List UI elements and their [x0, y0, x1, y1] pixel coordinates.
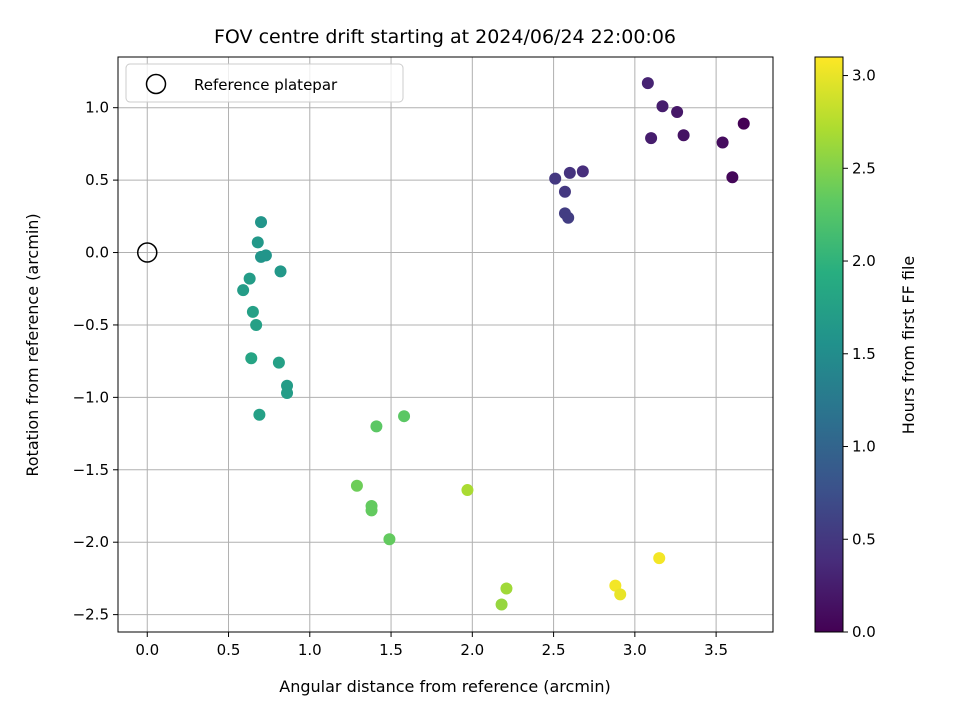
grid [118, 57, 773, 632]
legend-box [125, 63, 404, 103]
data-point [245, 352, 258, 365]
data-point [255, 216, 268, 229]
data-point [251, 236, 264, 249]
colorbar-ticks: 0.0 0.5 1.0 1.5 2.0 2.5 3.0 [843, 67, 876, 641]
x-tick-label: 3.0 [623, 641, 647, 659]
y-tick-label: −2.0 [73, 533, 109, 551]
data-point [243, 272, 256, 285]
legend: Reference platepar [125, 63, 404, 103]
y-tick-label: −0.5 [73, 316, 109, 334]
data-point [365, 504, 378, 517]
colorbar-tick-label: 0.0 [852, 623, 876, 641]
data-point [656, 100, 669, 113]
data-point [461, 484, 474, 497]
data-point [259, 249, 272, 262]
reference-platepar-marker [137, 242, 158, 263]
data-point [645, 132, 658, 145]
x-tick-label: 1.5 [379, 641, 403, 659]
data-point [250, 318, 263, 331]
x-tick-label: 3.5 [704, 641, 728, 659]
data-point [495, 598, 508, 611]
plot-frame [117, 56, 774, 633]
data-point [614, 588, 627, 601]
data-point [383, 533, 396, 546]
x-tick-label: 2.0 [460, 641, 484, 659]
x-tick-label: 1.0 [298, 641, 322, 659]
data-point [562, 211, 575, 224]
colorbar-gradient [815, 57, 843, 632]
y-axis-label: Rotation from reference (arcmin) [23, 213, 42, 476]
colorbar-tick-label: 1.5 [852, 345, 876, 363]
data-point [737, 117, 750, 130]
x-tick-label: 2.5 [542, 641, 566, 659]
y-tick-label: 0.5 [85, 171, 109, 189]
data-point [500, 582, 513, 595]
y-tick-label: 1.0 [85, 99, 109, 117]
colorbar-tick-label: 2.0 [852, 252, 876, 270]
y-axis-ticks: 1.0 0.5 0.0 −0.5 −1.0 −1.5 −2.0 −2.5 [73, 99, 118, 624]
data-point [281, 387, 294, 400]
data-point [237, 284, 250, 297]
legend-marker-reference [145, 73, 167, 95]
colorbar-tick-label: 3.0 [852, 67, 876, 85]
data-points [137, 77, 750, 611]
y-tick-label: −1.0 [73, 388, 109, 406]
data-point [370, 420, 383, 433]
data-point [726, 171, 739, 184]
data-point [653, 552, 666, 565]
data-point [671, 106, 684, 119]
x-axis-label: Angular distance from reference (arcmin) [279, 677, 610, 696]
data-point [246, 305, 259, 318]
data-point [253, 408, 266, 421]
x-axis-ticks: 0.0 0.5 1.0 1.5 2.0 2.5 3.0 3.5 [135, 632, 728, 659]
data-point [274, 265, 287, 278]
data-point [350, 479, 363, 492]
colorbar-tick-label: 0.5 [852, 530, 876, 548]
x-tick-label: 0.0 [135, 641, 159, 659]
x-tick-label: 0.5 [217, 641, 241, 659]
colorbar-frame [814, 56, 844, 633]
y-tick-label: −2.5 [73, 606, 109, 624]
data-point [558, 185, 571, 198]
data-point [576, 165, 589, 178]
data-point [549, 172, 562, 185]
colorbar-tick-label: 2.5 [852, 159, 876, 177]
colorbar-tick-label: 1.0 [852, 438, 876, 456]
y-tick-label: −1.5 [73, 461, 109, 479]
data-point [563, 166, 576, 179]
data-point [398, 410, 411, 423]
colorbar-label: Hours from first FF file [899, 256, 918, 435]
data-point [272, 356, 285, 369]
data-point [641, 77, 654, 90]
legend-label-reference: Reference platepar [194, 76, 338, 94]
data-point [716, 136, 729, 149]
colorbar: 0.0 0.5 1.0 1.5 2.0 2.5 3.0 Hours from first F… [814, 56, 918, 641]
data-point [677, 129, 690, 142]
y-tick-label: 0.0 [85, 244, 109, 262]
chart-title: FOV centre drift starting at 2024/06/24 … [214, 26, 676, 48]
